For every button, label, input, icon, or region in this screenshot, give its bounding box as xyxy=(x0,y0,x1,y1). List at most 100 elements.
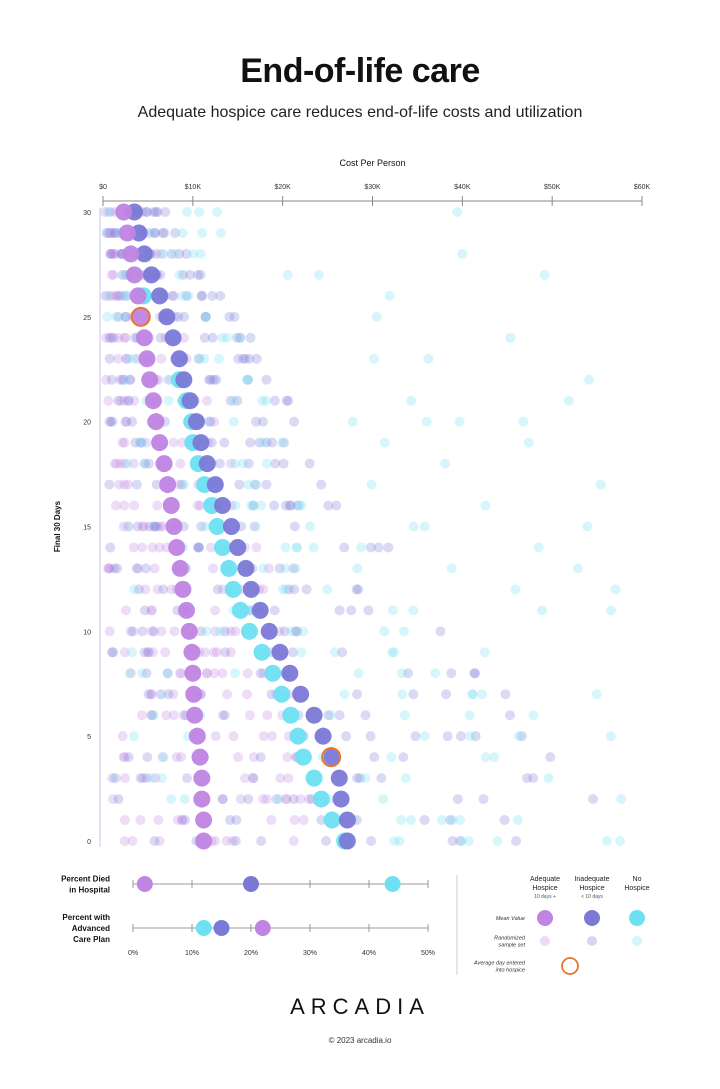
mean-point xyxy=(193,769,211,787)
y-axis-title: Final 30 Days xyxy=(53,500,62,552)
sample-point xyxy=(360,710,371,721)
sample-point xyxy=(160,647,171,658)
mean-point xyxy=(282,706,300,724)
sample-point xyxy=(194,207,205,217)
sample-point xyxy=(261,374,272,385)
sample-point xyxy=(156,773,167,784)
sample-point xyxy=(146,773,157,784)
mean-point xyxy=(115,203,133,221)
sample-point xyxy=(243,479,254,490)
sample-point xyxy=(387,605,398,616)
sample-point xyxy=(610,584,621,595)
sample-point xyxy=(158,752,169,763)
sample-point xyxy=(238,458,249,469)
mean-point xyxy=(174,580,192,598)
sample-point xyxy=(154,542,165,553)
sample-point xyxy=(602,836,613,846)
sample-point xyxy=(122,290,133,301)
dot-plot-point xyxy=(384,876,401,892)
sample-point xyxy=(196,290,207,301)
sample-point xyxy=(204,416,215,427)
sample-point xyxy=(455,836,466,846)
sample-point xyxy=(539,269,550,280)
sample-point xyxy=(200,311,211,322)
sample-point xyxy=(127,416,138,427)
sample-point xyxy=(255,668,266,679)
sample-point xyxy=(182,773,193,784)
sample-point xyxy=(103,563,114,574)
sample-point xyxy=(106,269,117,280)
sample-point xyxy=(321,836,332,846)
legend-row-label: Mean Value xyxy=(496,916,525,922)
sample-point xyxy=(294,500,305,511)
sample-point xyxy=(214,458,225,469)
sample-point xyxy=(101,227,112,238)
sample-point xyxy=(339,542,350,553)
sample-point xyxy=(120,332,131,343)
sample-point xyxy=(605,731,616,742)
mean-point xyxy=(135,245,153,263)
sample-point xyxy=(287,647,298,658)
sample-point xyxy=(196,521,207,532)
sample-point xyxy=(219,626,230,637)
sample-point xyxy=(421,416,432,427)
mean-point xyxy=(147,413,165,431)
sample-point xyxy=(119,500,130,511)
sample-point xyxy=(120,290,131,301)
sample-point xyxy=(352,563,363,574)
mean-point xyxy=(191,748,209,766)
sample-point xyxy=(127,836,138,846)
sample-point xyxy=(119,773,130,784)
sample-point xyxy=(255,500,266,511)
sample-point xyxy=(195,500,206,511)
mean-point xyxy=(251,601,269,619)
mean-point xyxy=(162,497,180,515)
mean-point xyxy=(180,622,198,640)
x-tick-label: $20K xyxy=(274,184,291,191)
sample-point xyxy=(235,332,246,343)
sample-point xyxy=(430,668,441,679)
sample-point xyxy=(537,605,548,616)
sample-point xyxy=(104,563,115,574)
sample-point xyxy=(281,395,292,406)
sample-point xyxy=(480,500,491,511)
sample-point xyxy=(147,605,158,616)
sample-point xyxy=(201,668,212,679)
sample-point xyxy=(201,395,212,406)
sample-point xyxy=(106,248,117,259)
arcadia-logo: ARCADIA xyxy=(290,994,430,1019)
sample-point xyxy=(111,311,122,322)
sample-point xyxy=(368,353,379,364)
sample-point xyxy=(399,710,410,721)
y-tick-label: 30 xyxy=(83,210,91,217)
y-tick-label: 15 xyxy=(83,525,91,532)
sample-point xyxy=(114,290,125,301)
sample-point xyxy=(150,773,161,784)
mean-point xyxy=(312,790,330,808)
x-tick-label: $0 xyxy=(99,184,107,191)
sample-point xyxy=(113,290,124,301)
sample-point xyxy=(397,689,408,700)
sample-point xyxy=(192,269,203,280)
mean-point xyxy=(151,434,169,452)
sample-point xyxy=(283,395,294,406)
sample-point xyxy=(210,731,221,742)
sample-point xyxy=(146,689,157,700)
sample-point xyxy=(463,836,474,846)
mean-point xyxy=(330,769,348,787)
sample-point xyxy=(148,207,159,217)
sample-point xyxy=(163,689,174,700)
sample-point xyxy=(281,500,292,511)
sample-point xyxy=(159,227,170,238)
sample-point xyxy=(454,416,465,427)
y-tick-label: 10 xyxy=(83,629,91,636)
sample-point xyxy=(290,626,301,637)
sample-point xyxy=(283,584,294,595)
sample-point xyxy=(204,416,215,427)
sample-point xyxy=(242,668,253,679)
sample-point xyxy=(149,227,160,238)
sample-point xyxy=(254,437,265,448)
sample-point xyxy=(365,731,376,742)
sample-point xyxy=(143,689,154,700)
legend-column-title: Adequate Hospice xyxy=(530,876,560,892)
